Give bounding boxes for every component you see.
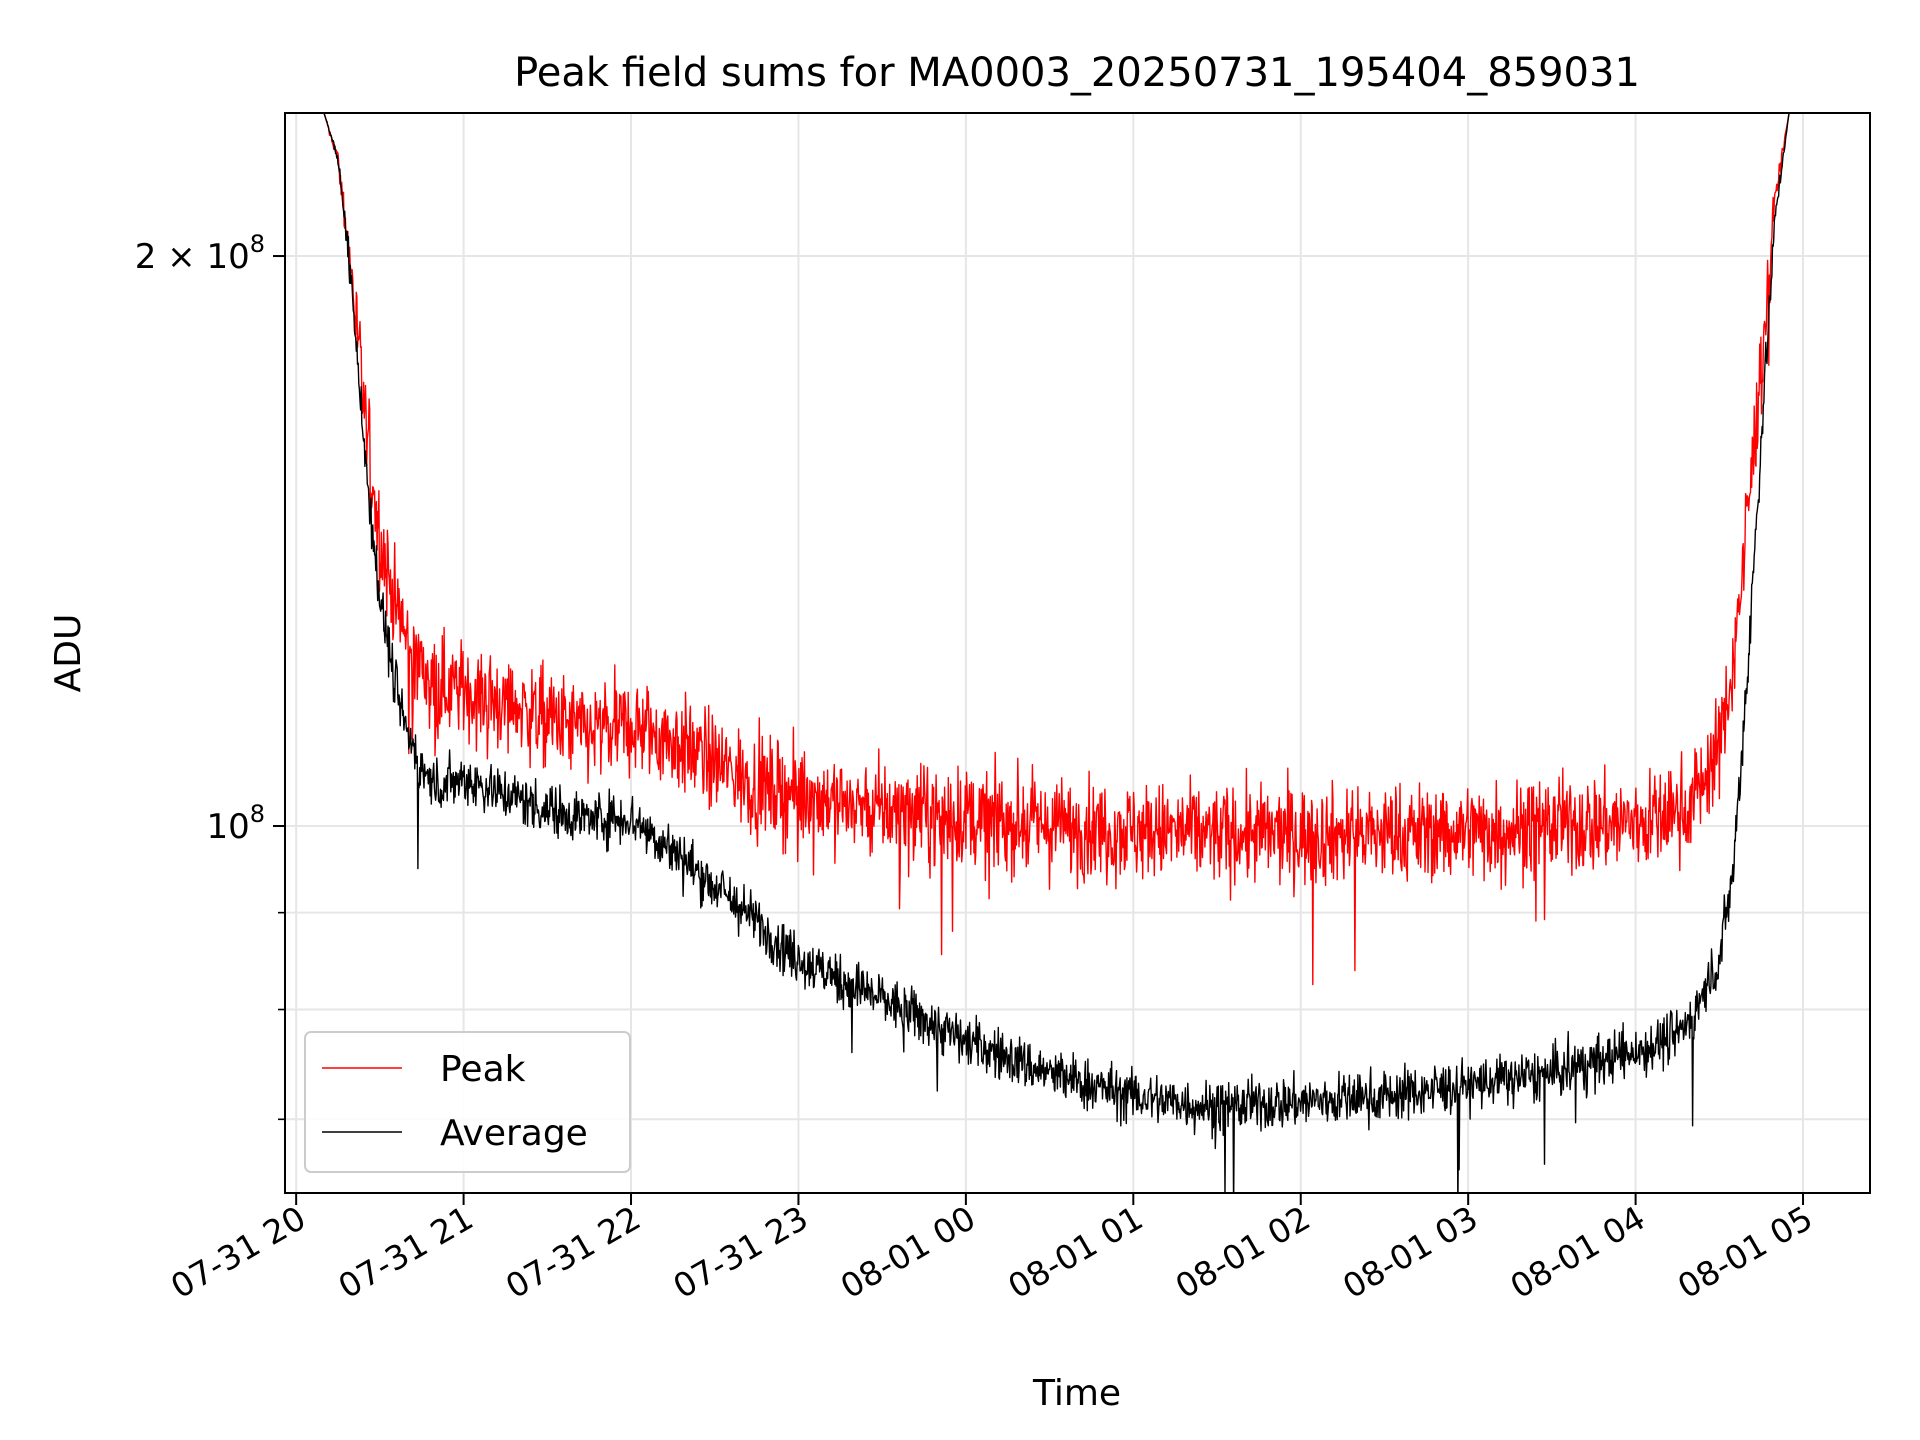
grid-lines	[285, 113, 1870, 1193]
series-line-peak	[285, 113, 1870, 986]
x-tick-label: 08-01 05	[1671, 1198, 1819, 1306]
x-tick-label: 08-01 00	[834, 1198, 982, 1306]
x-tick-label: 07-31 23	[666, 1198, 814, 1306]
legend-peak-label: Peak	[440, 1049, 526, 1090]
x-tick-label: 07-31 21	[332, 1198, 480, 1306]
legend-average-label: Average	[440, 1113, 588, 1154]
x-tick-label: 08-01 01	[1001, 1198, 1149, 1306]
x-tick-label: 08-01 02	[1169, 1198, 1317, 1306]
chart-title: Peak field sums for MA0003_20250731_1954…	[514, 50, 1640, 96]
y-tick-label: 108	[206, 800, 265, 847]
x-tick-label: 07-31 22	[499, 1198, 647, 1306]
x-axis-label: Time	[1032, 1373, 1121, 1414]
y-axis-label: ADU	[48, 614, 89, 693]
y-axis: 2 × 108 108	[135, 230, 285, 1121]
legend-box	[304, 1031, 631, 1173]
series-line-average	[285, 113, 1870, 1193]
x-axis: 07-31 20 07-31 21 07-31 22 07-31 23 08-01 00…	[164, 1193, 1819, 1306]
y-tick-label: 2 × 108	[135, 230, 265, 277]
x-tick-label: 08-01 03	[1336, 1198, 1484, 1306]
series-lines	[285, 113, 1870, 1193]
x-tick-label: 08-01 04	[1504, 1198, 1652, 1306]
x-tick-label: 07-31 20	[164, 1198, 312, 1306]
legend: Peak Average	[304, 1031, 631, 1173]
plot-frame	[284, 112, 1871, 1194]
